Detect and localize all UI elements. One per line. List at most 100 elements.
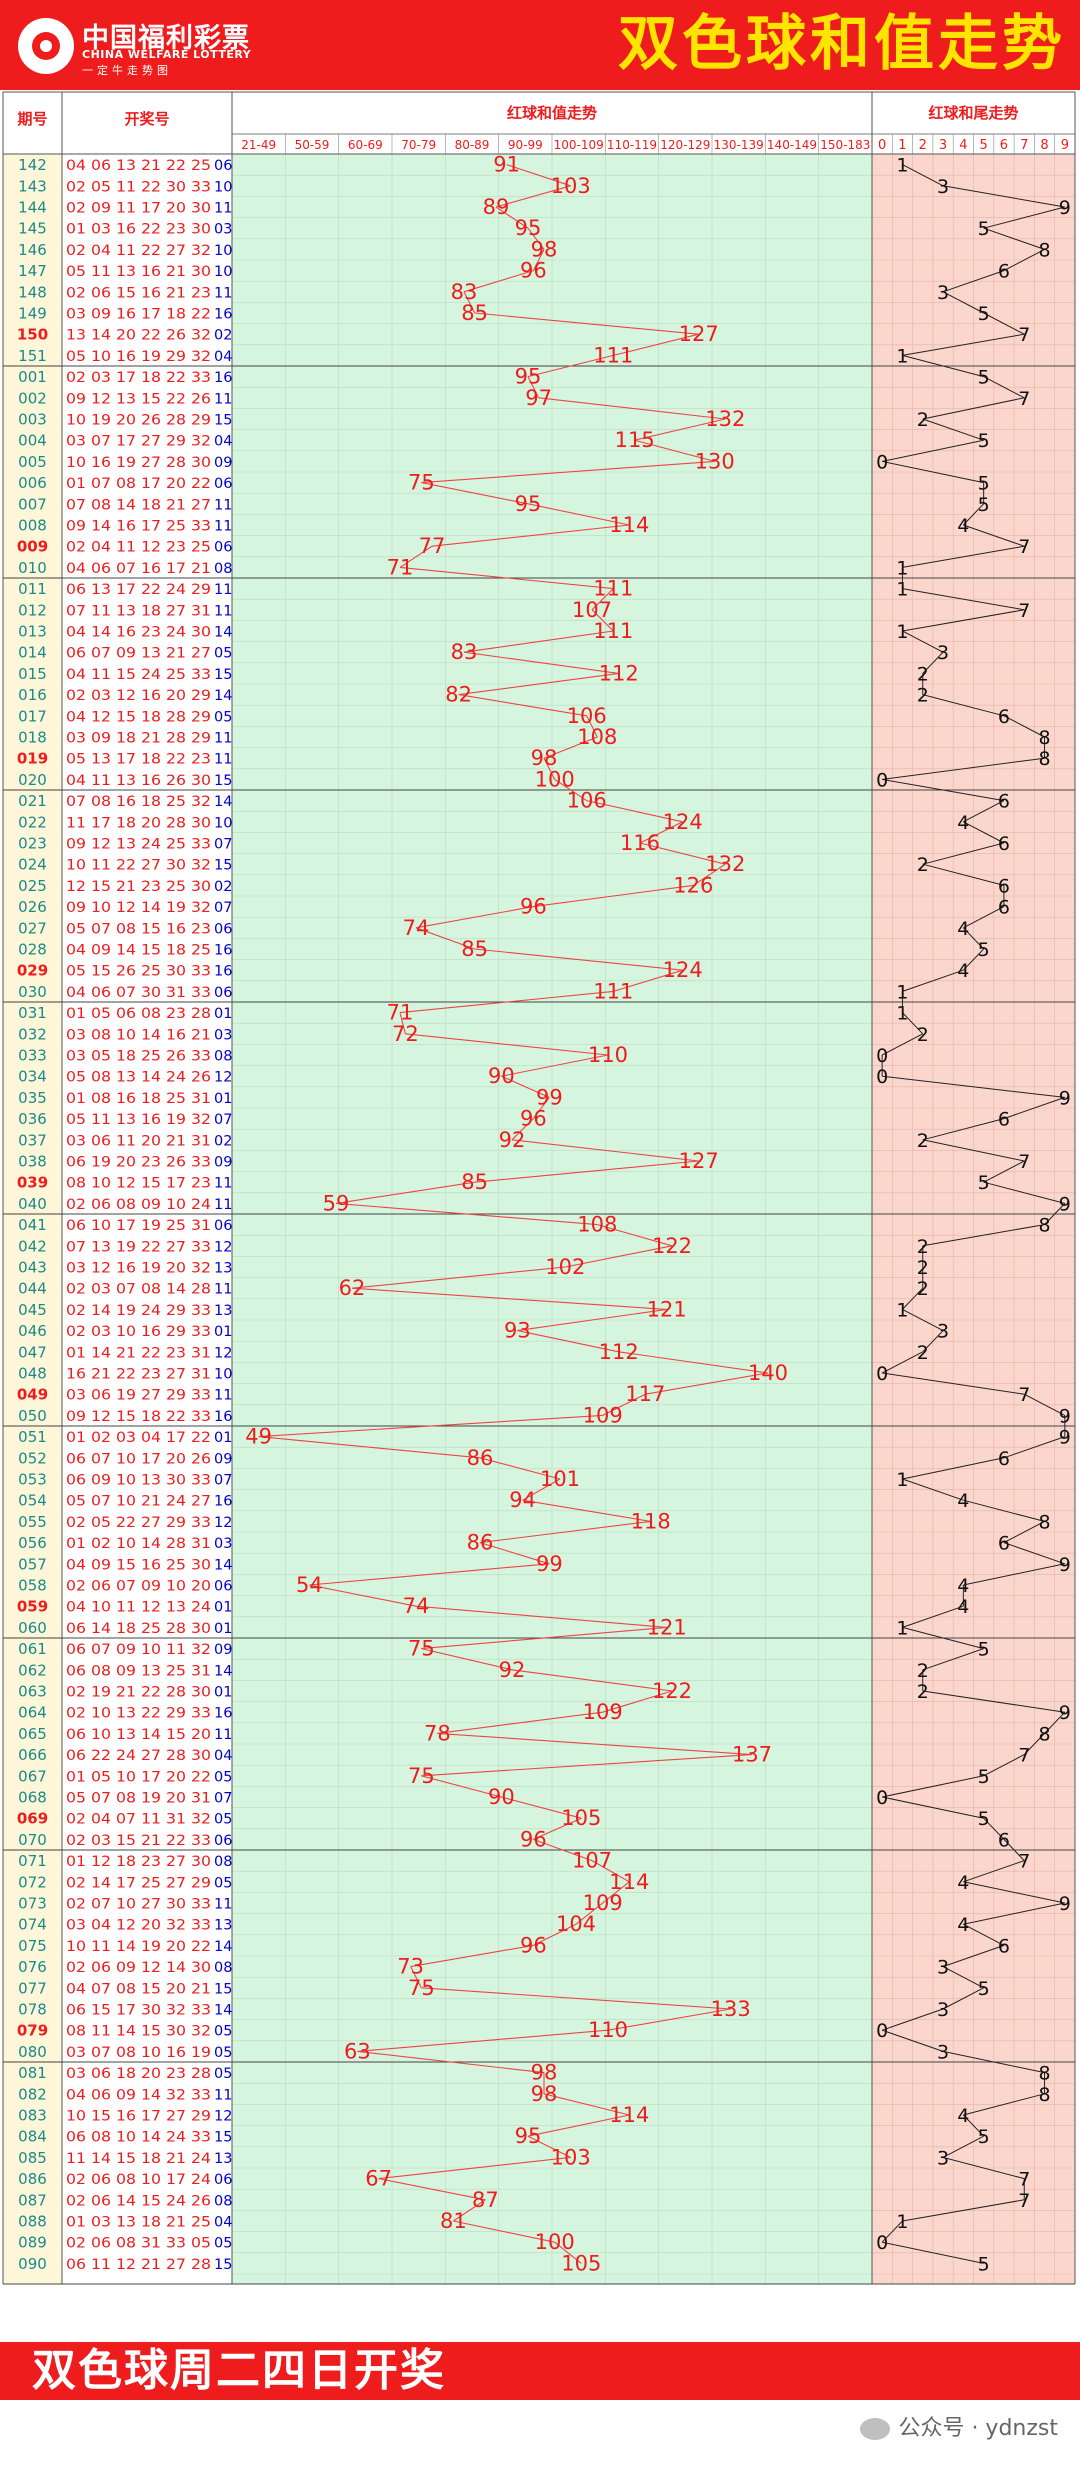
- tail-value: 5: [978, 939, 990, 961]
- red-balls: 03 05 18 25 26 33: [66, 1049, 211, 1065]
- blue-ball: 14: [214, 1557, 232, 1573]
- blue-ball: 16: [214, 307, 232, 323]
- sum-value: 121: [647, 1297, 687, 1321]
- blue-ball: 08: [214, 2193, 232, 2209]
- sum-value: 117: [625, 1382, 665, 1406]
- red-balls: 01 03 16 22 23 30: [66, 222, 211, 238]
- sum-trend-segment: [527, 354, 614, 378]
- sum-trend-segment: [634, 439, 715, 462]
- sum-value: 108: [577, 1213, 617, 1237]
- red-balls: 02 04 11 22 27 32: [66, 243, 211, 259]
- table-row: 030 04 06 07 30 31 33 06 111 1: [18, 979, 908, 1003]
- sum-trend-segment: [533, 1817, 582, 1840]
- red-balls: 04 11 15 24 25 33: [66, 667, 211, 683]
- tail-trend-segment: [902, 1287, 924, 1310]
- table-row: 034 05 08 13 14 24 26 12 90 0: [18, 1064, 888, 1088]
- sum-trend-segment: [458, 694, 587, 717]
- red-balls: 02 03 17 18 22 33: [66, 370, 211, 386]
- sum-value: 124: [663, 810, 703, 834]
- blue-ball: 01: [214, 1685, 232, 1701]
- issue-number: 026: [18, 898, 47, 916]
- tail-value: 7: [1018, 1745, 1030, 1767]
- sum-trend-segment: [501, 1796, 582, 1819]
- issue-number: 075: [18, 1937, 47, 1955]
- red-balls: 02 03 12 16 20 29: [66, 688, 211, 704]
- tail-value: 5: [978, 430, 990, 452]
- tail-value: 6: [998, 791, 1010, 813]
- tail-value: 0: [876, 451, 888, 473]
- red-balls: 04 06 09 14 32 33: [66, 2087, 211, 2103]
- sum-value: 82: [445, 683, 472, 707]
- sum-value: 98: [531, 2061, 558, 2085]
- red-balls: 06 08 09 13 25 31: [66, 1663, 211, 1679]
- tail-value: 4: [957, 918, 969, 940]
- red-balls: 09 12 15 18 22 33: [66, 1409, 211, 1425]
- sum-trend-segment: [415, 1605, 667, 1628]
- red-balls: 02 06 09 12 14 30: [66, 1960, 211, 1976]
- sum-trend-segment: [399, 1012, 406, 1034]
- sum-value: 74: [403, 916, 430, 940]
- sum-value: 75: [408, 1637, 435, 1661]
- sum-value: 110: [588, 1043, 628, 1067]
- issue-number: 053: [18, 1471, 47, 1489]
- tail-value: 2: [917, 1342, 929, 1364]
- sum-value: 54: [296, 1573, 323, 1597]
- sum-trend-header: 红球和值走势: [507, 104, 597, 122]
- sum-value: 121: [647, 1615, 687, 1639]
- red-balls: 06 07 09 13 21 27: [66, 646, 211, 662]
- table-row: 001 02 03 17 18 22 33 16 95 5: [18, 365, 990, 389]
- issue-number: 089: [18, 2234, 47, 2252]
- sum-value: 109: [583, 1891, 623, 1915]
- issue-number: 005: [18, 453, 47, 471]
- tail-trend-segment: [962, 2114, 985, 2137]
- table-row: 021 07 08 16 18 25 32 14 106 6: [18, 789, 1010, 813]
- red-balls: 01 05 10 17 20 22: [66, 1769, 211, 1785]
- red-balls: 06 07 09 10 11 32: [66, 1642, 211, 1658]
- red-balls: 02 06 08 31 33 05: [66, 2236, 211, 2252]
- tail-trend-segment: [881, 2220, 903, 2243]
- blue-ball: 07: [214, 900, 232, 916]
- sum-value: 71: [387, 1001, 414, 1025]
- tail-trend-segment: [942, 1987, 984, 2010]
- issue-header: 期号: [17, 110, 47, 128]
- issue-number: 150: [17, 326, 48, 344]
- tail-value: 3: [937, 176, 949, 198]
- issue-number: 065: [18, 1725, 47, 1743]
- red-balls: 04 09 15 16 25 30: [66, 1557, 211, 1573]
- red-balls: 01 08 16 18 25 31: [66, 1091, 211, 1107]
- sum-trend-segment: [517, 1308, 667, 1332]
- sum-trend-segment: [538, 397, 726, 420]
- blue-ball: 11: [214, 285, 232, 301]
- tail-trend-segment: [881, 2029, 944, 2052]
- tail-trend-segment: [882, 1372, 1025, 1395]
- table-row: 060 06 14 18 25 28 30 01 121 1: [18, 1615, 908, 1639]
- blue-ball: 03: [214, 222, 232, 238]
- blue-ball: 09: [214, 1451, 232, 1467]
- tail-value: 1: [896, 1003, 908, 1025]
- sum-value: 89: [483, 195, 510, 219]
- tail-trend-segment: [1024, 1393, 1066, 1416]
- issue-number: 032: [18, 1025, 47, 1043]
- issue-number: 022: [18, 813, 47, 831]
- red-balls: 09 14 16 17 25 33: [66, 519, 211, 535]
- blue-ball: 11: [214, 1176, 232, 1192]
- red-balls: 06 14 18 25 28 30: [66, 1621, 211, 1637]
- tail-value: 9: [1059, 1405, 1071, 1427]
- tail-value: 6: [998, 875, 1010, 897]
- red-balls: 02 09 11 17 20 30: [66, 201, 211, 217]
- issue-number: 033: [18, 1047, 47, 1065]
- issue-number: 151: [18, 347, 47, 365]
- blue-ball: 15: [214, 1981, 232, 1997]
- tail-value: 5: [978, 1808, 990, 1830]
- blue-ball: 06: [214, 1833, 232, 1849]
- issue-number: 015: [18, 665, 47, 683]
- blue-ball: 15: [214, 773, 232, 789]
- sum-value: 62: [339, 1276, 366, 1300]
- tail-trend-segment: [902, 1478, 964, 1501]
- sum-trend-segment: [586, 715, 598, 738]
- tail-value: 7: [1018, 1384, 1030, 1406]
- issue-number: 048: [18, 1365, 47, 1383]
- tail-trend-segment: [963, 1923, 1005, 1946]
- blue-ball: 10: [214, 1367, 232, 1383]
- table-row: 087 02 06 14 15 24 26 08 87 7: [18, 2188, 1030, 2212]
